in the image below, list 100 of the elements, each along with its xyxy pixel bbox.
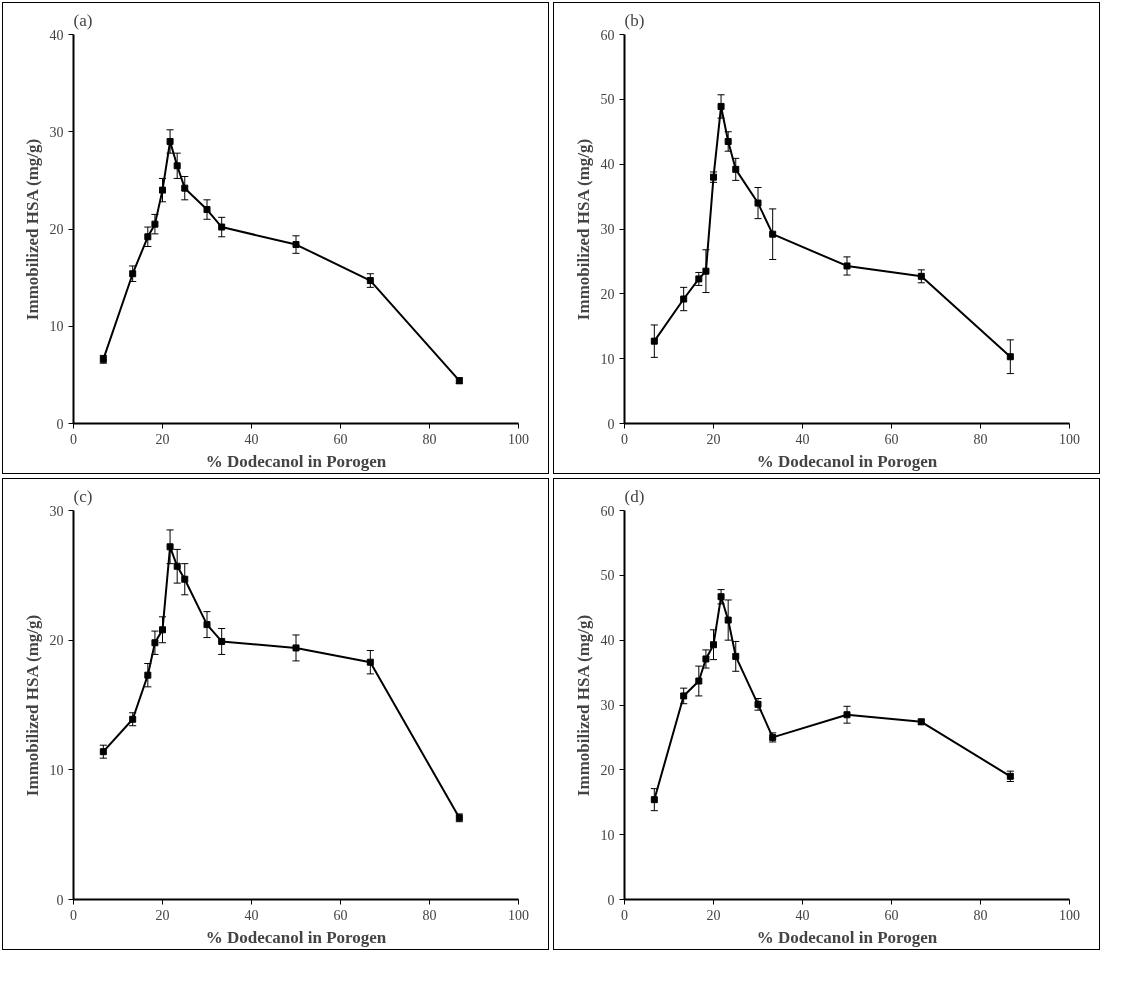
y-tick-label: 20 <box>49 633 64 649</box>
x-tick-label: 40 <box>244 431 259 447</box>
point <box>732 652 740 660</box>
point <box>754 199 762 207</box>
y-tick-label: 10 <box>600 827 615 843</box>
x-tick-label: 80 <box>973 907 988 923</box>
point <box>181 575 189 583</box>
point <box>203 206 211 214</box>
point <box>166 137 174 145</box>
x-axis-title: % Dodecanol in Porogen <box>205 451 387 471</box>
point <box>203 621 211 629</box>
point <box>917 272 925 280</box>
y-tick-label: 30 <box>600 698 615 713</box>
chart-title: (c) <box>73 486 93 506</box>
x-tick-label: 60 <box>333 907 348 923</box>
point <box>129 270 137 278</box>
point <box>173 562 181 570</box>
y-tick-label: 40 <box>600 633 615 649</box>
x-tick-label: 80 <box>422 907 437 923</box>
x-tick-label: 20 <box>155 431 170 447</box>
y-tick-label: 60 <box>600 27 615 43</box>
x-tick-label: 80 <box>973 431 988 447</box>
x-tick-label: 0 <box>70 907 77 923</box>
point <box>769 230 777 238</box>
point <box>292 644 300 652</box>
x-tick-label: 60 <box>884 907 899 923</box>
point <box>151 639 159 647</box>
y-tick-label: 40 <box>600 157 615 173</box>
y-tick-label: 10 <box>49 319 64 335</box>
x-tick-label: 40 <box>795 431 810 447</box>
point <box>159 186 166 194</box>
x-tick-label: 20 <box>155 907 170 923</box>
point <box>680 295 688 303</box>
point <box>218 223 226 231</box>
x-tick-label: 100 <box>1059 431 1080 447</box>
x-axis-title: % Dodecanol in Porogen <box>756 451 938 471</box>
point <box>292 241 300 249</box>
y-axis-title: Immobilized HSA (mg/g) <box>22 614 42 797</box>
x-axis-title: % Dodecanol in Porogen <box>205 927 387 947</box>
y-tick-label: 10 <box>49 762 64 778</box>
x-tick-label: 20 <box>706 907 721 923</box>
x-tick-label: 0 <box>70 431 77 447</box>
y-tick-label: 0 <box>607 416 615 432</box>
point <box>218 637 226 645</box>
x-tick-label: 40 <box>244 907 259 923</box>
y-tick-label: 30 <box>49 503 64 519</box>
y-tick-label: 0 <box>56 892 64 908</box>
x-tick-label: 40 <box>795 907 810 923</box>
y-axis-title: Immobilized HSA (mg/g) <box>22 138 42 321</box>
point <box>717 102 725 110</box>
point <box>732 165 740 173</box>
y-tick-label: 50 <box>600 568 615 584</box>
point <box>144 233 152 241</box>
point <box>1006 353 1014 361</box>
chart-title: (d) <box>624 486 645 506</box>
point <box>99 748 107 756</box>
y-tick-label: 40 <box>49 27 64 43</box>
y-tick-label: 20 <box>600 762 615 778</box>
point <box>717 593 725 601</box>
point <box>151 220 159 228</box>
x-axis-title: % Dodecanol in Porogen <box>756 927 938 947</box>
point <box>724 616 732 624</box>
x-tick-label: 60 <box>333 431 348 447</box>
y-tick-label: 10 <box>600 351 615 367</box>
point <box>173 162 181 170</box>
point <box>680 692 688 700</box>
y-axis-title: Immobilized HSA (mg/g) <box>573 614 593 797</box>
y-axis-title: Immobilized HSA (mg/g) <box>573 138 593 321</box>
x-tick-label: 100 <box>1059 907 1080 923</box>
y-tick-label: 60 <box>600 503 615 519</box>
x-tick-label: 100 <box>508 907 529 923</box>
point <box>702 655 710 663</box>
y-tick-label: 20 <box>600 286 615 302</box>
point <box>843 262 851 270</box>
point <box>702 267 710 275</box>
x-tick-label: 60 <box>884 431 899 447</box>
point <box>695 275 703 283</box>
y-tick-label: 20 <box>49 222 64 237</box>
point <box>144 671 152 679</box>
x-tick-label: 80 <box>422 431 437 447</box>
y-tick-label: 50 <box>600 92 615 108</box>
point <box>650 337 658 345</box>
point <box>129 715 137 723</box>
point <box>159 626 166 634</box>
point <box>166 543 174 551</box>
point <box>366 277 374 285</box>
x-tick-label: 0 <box>621 431 628 447</box>
point <box>724 137 732 145</box>
x-tick-label: 20 <box>706 431 721 447</box>
y-tick-label: 30 <box>600 222 615 237</box>
point <box>181 184 189 192</box>
point <box>695 677 703 685</box>
point <box>366 658 374 666</box>
point <box>650 796 658 804</box>
y-tick-label: 30 <box>49 124 64 140</box>
chart-title: (b) <box>624 10 645 30</box>
y-tick-label: 0 <box>56 416 64 432</box>
point <box>843 711 851 719</box>
y-tick-label: 0 <box>607 892 615 908</box>
chart-title: (a) <box>73 10 93 30</box>
